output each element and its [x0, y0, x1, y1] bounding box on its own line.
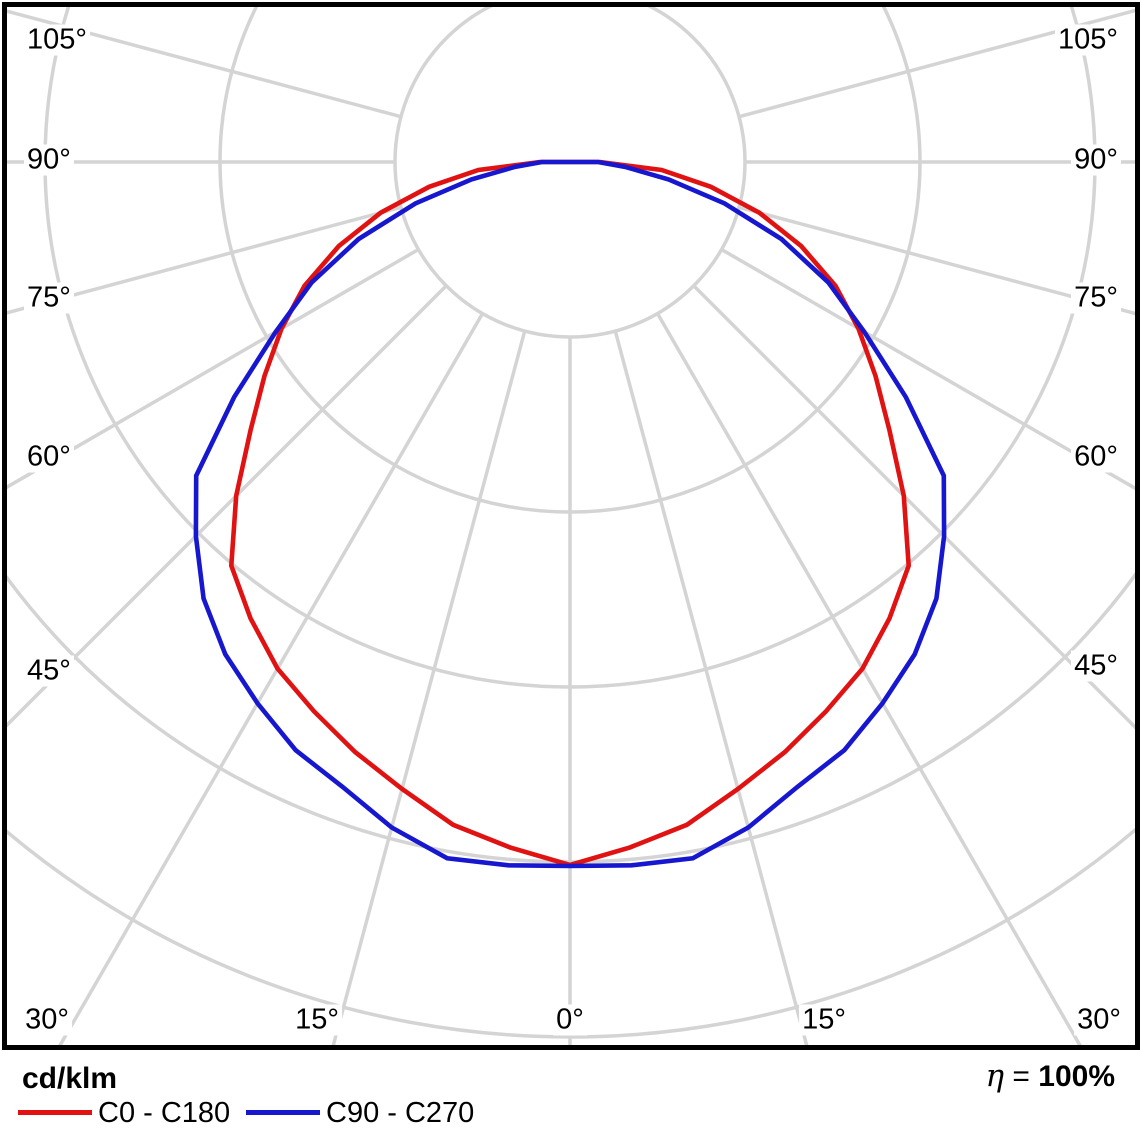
eta-equals: = — [1004, 1060, 1039, 1093]
angle-label-30deg: 30° — [1074, 1004, 1124, 1036]
curve-C0-C180 — [228, 159, 912, 868]
angle-label-60deg: 60° — [1071, 441, 1121, 473]
polar-plot-frame — [2, 2, 1140, 1050]
eta-value: 100% — [1038, 1060, 1115, 1093]
angle-label-105deg: 105° — [1055, 24, 1121, 56]
angle-label-105deg: 105° — [24, 24, 90, 56]
angle-label-90deg: 90° — [1071, 144, 1121, 176]
polar-grid-and-curves — [7, 7, 1135, 1045]
angle-label-75deg: 75° — [1071, 282, 1121, 314]
curve-C90-C270 — [193, 159, 947, 869]
unit-label: cd/klm — [22, 1062, 118, 1095]
angle-label-45deg: 45° — [1071, 650, 1121, 682]
angle-label-45deg: 45° — [24, 655, 74, 687]
angle-label-0deg: 0° — [553, 1004, 587, 1036]
eta-symbol: η — [985, 1058, 1005, 1094]
legend-label-c0-c180: C0 - C180 — [98, 1097, 231, 1129]
efficiency-label: η = 100% — [985, 1058, 1115, 1094]
angle-label-15deg: 15° — [799, 1004, 849, 1036]
angle-label-75deg: 75° — [24, 282, 74, 314]
angle-label-15deg: 15° — [292, 1004, 342, 1036]
angle-label-30deg: 30° — [22, 1004, 72, 1036]
angle-label-60deg: 60° — [24, 441, 74, 473]
legend-swatch-c90-c270 — [246, 1110, 320, 1115]
legend-swatch-c0-c180 — [18, 1110, 92, 1115]
angle-label-90deg: 90° — [24, 144, 74, 176]
footer: cd/klm C0 - C180 C90 - C270 η = 100% — [0, 1050, 1142, 1132]
legend-label-c90-c270: C90 - C270 — [326, 1097, 475, 1129]
